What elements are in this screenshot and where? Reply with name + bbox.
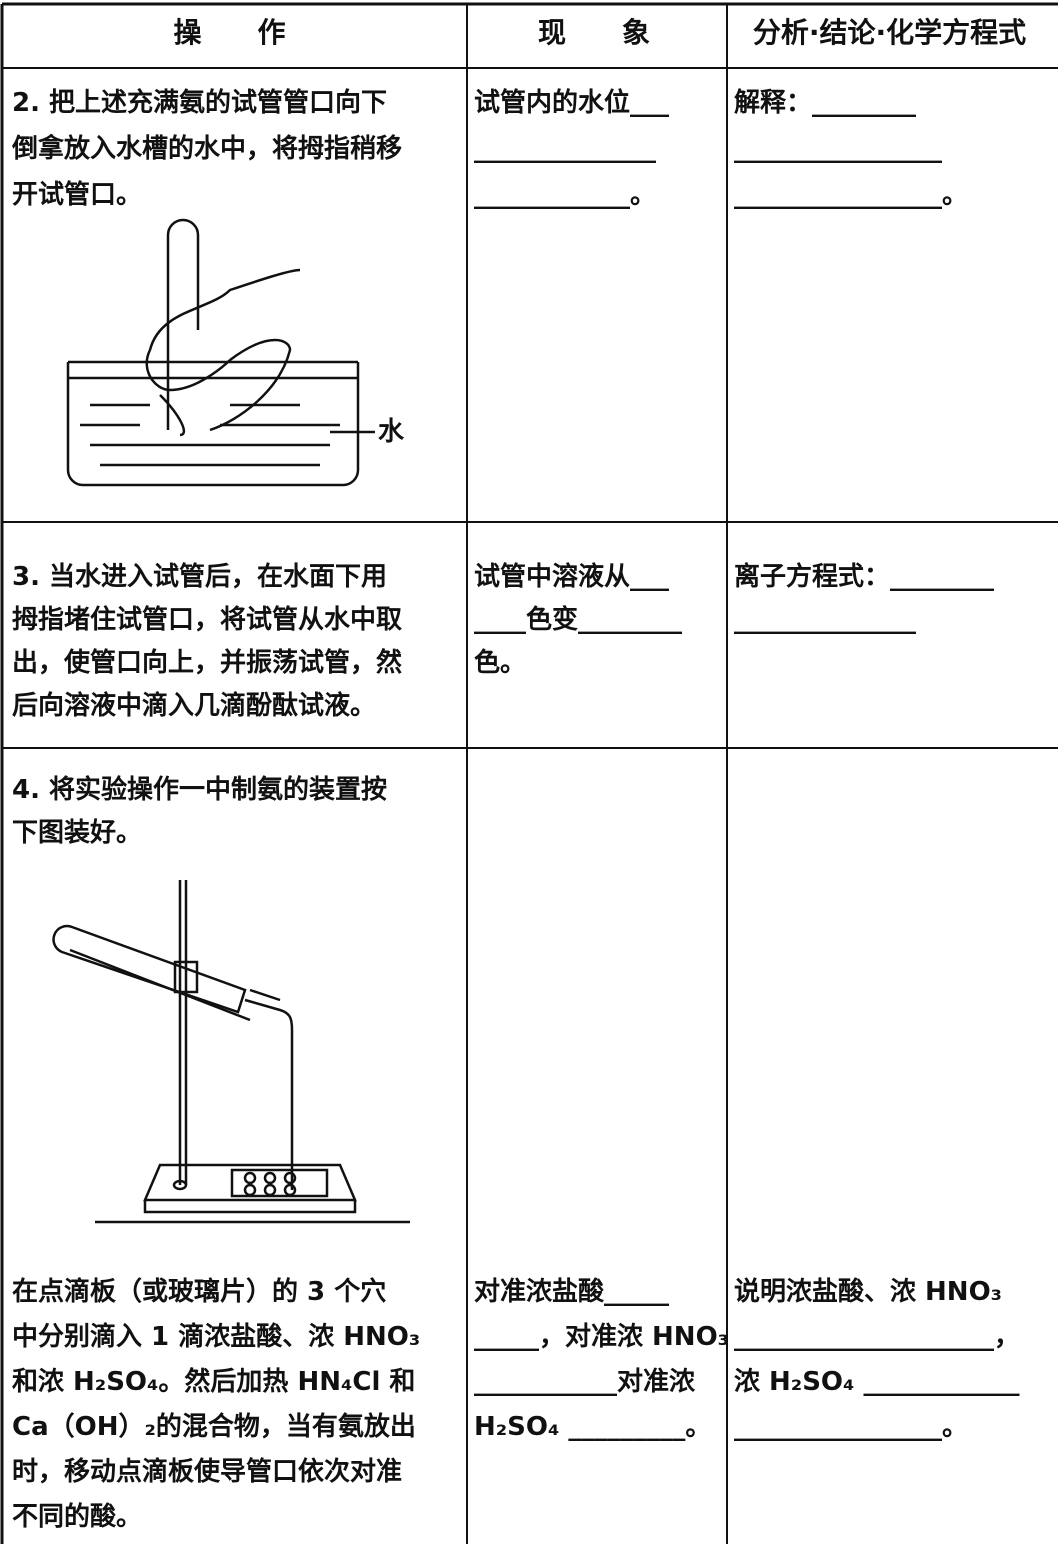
cell-line: 下图装好。 — [12, 818, 143, 848]
cell-line: 离子方程式：________ — [734, 562, 995, 592]
cell-line: 中分别滴入 1 滴浓盐酸、浓 HNO₃ — [12, 1322, 421, 1352]
cell-line: ___________对准浓 — [474, 1367, 696, 1397]
cell-line: ________________。 — [734, 180, 969, 210]
cell-line: 试管内的水位___ — [474, 88, 670, 118]
cell-line: 说明浓盐酸、浓 HNO₃ — [734, 1277, 1003, 1307]
cell-line: 4. 将实验操作一中制氨的装置按 — [12, 775, 388, 805]
cell-line: 不同的酸。 — [12, 1502, 143, 1532]
cell-line: 3. 当水进入试管后，在水面下用 — [12, 562, 388, 592]
cell-line: ________________ — [734, 134, 942, 164]
cell-line: 时，移动点滴板使导管口依次对准 — [12, 1457, 403, 1487]
cell-line: 和浓 H₂SO₄。然后加热 HN₄Cl 和 — [12, 1367, 416, 1397]
cell-line: 出，使管口向上，并振荡试管，然 — [12, 648, 403, 678]
cell-line: ____________________， — [734, 1322, 1021, 1352]
cell-line: H₂SO₄ _________。 — [474, 1412, 712, 1442]
cell-line: 试管中溶液从___ — [474, 562, 670, 592]
cell-line: 浓 H₂SO₄ ____________ — [734, 1367, 1020, 1397]
cell-line: 2. 把上述充满氨的试管管口向下 — [12, 88, 388, 118]
header-cell: 操 作 — [173, 16, 286, 49]
cell-line: ______________ — [474, 134, 656, 164]
figure-trough — [66, 218, 375, 487]
cell-line: 色。 — [474, 648, 527, 678]
cell-line: Ca（OH）₂的混合物，当有氨放出 — [12, 1412, 416, 1442]
cell-line: ____色变________ — [474, 605, 683, 635]
cell-line: 拇指堵住试管口，将试管从水中取 — [12, 605, 403, 635]
header-cell: 分析·结论·化学方程式 — [752, 16, 1027, 49]
cell-line: 倒拿放入水槽的水中，将拇指稍移 — [12, 134, 403, 164]
figure-label: 水 — [378, 417, 405, 447]
cell-line: 后向溶液中滴入几滴酚酞试液。 — [12, 691, 377, 721]
cell-line: 开试管口。 — [12, 180, 143, 210]
cell-line: 解释：________ — [734, 88, 917, 118]
cell-line: ________________。 — [734, 1412, 969, 1442]
cell-line: 在点滴板（或玻璃片）的 3 个穴 — [12, 1277, 387, 1307]
cell-line: _____，对准浓 HNO₃ — [474, 1322, 730, 1352]
cell-line: 对准浓盐酸_____ — [474, 1277, 670, 1307]
header-cell: 现 象 — [537, 16, 650, 49]
cell-line: ____________。 — [474, 180, 657, 210]
figure-apparatus — [52, 880, 410, 1224]
cell-line: ______________ — [734, 605, 916, 635]
